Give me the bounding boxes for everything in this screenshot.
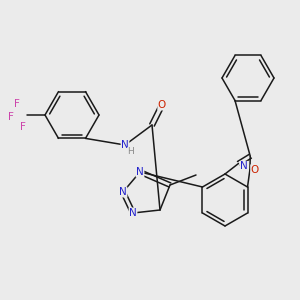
Text: O: O	[158, 100, 166, 110]
Text: N: N	[136, 167, 144, 177]
Text: F: F	[20, 122, 26, 132]
Text: F: F	[8, 112, 14, 122]
Text: O: O	[251, 165, 259, 175]
Text: N: N	[240, 161, 248, 171]
Text: H: H	[128, 148, 134, 157]
Text: N: N	[119, 187, 127, 197]
Text: F: F	[14, 99, 20, 109]
Text: N: N	[121, 140, 129, 150]
Text: N: N	[129, 208, 137, 218]
